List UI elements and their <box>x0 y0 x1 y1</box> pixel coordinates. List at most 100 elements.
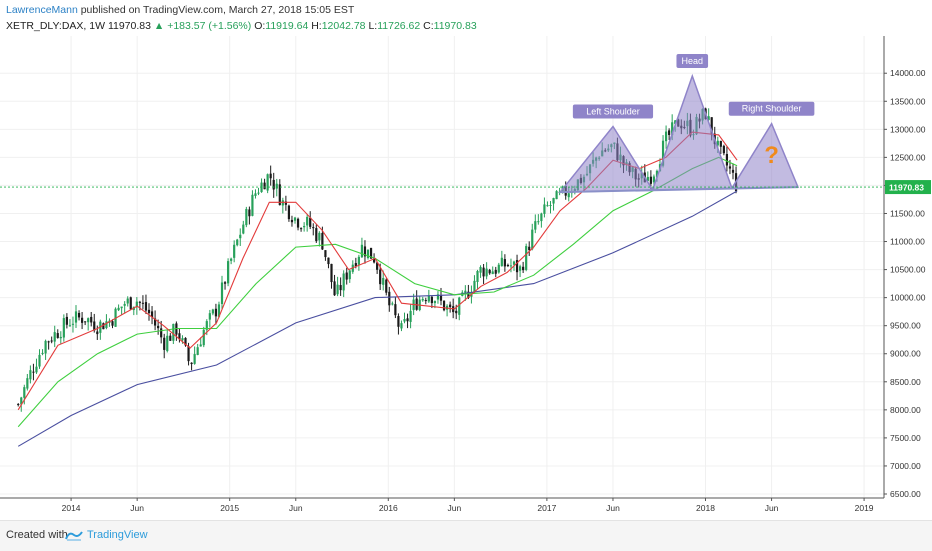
candle-body <box>220 282 224 304</box>
time-tick-label: Jun <box>289 503 303 513</box>
candle-body <box>32 371 35 373</box>
candle-body <box>74 311 78 323</box>
candle-body <box>312 227 315 229</box>
candle-body <box>181 338 184 341</box>
published-text: published on TradingView.com, March 27, … <box>80 4 355 16</box>
price-chart[interactable]: Left Shoulder Head Right Shoulder? 14000.0… <box>0 36 932 520</box>
candle-body <box>382 277 385 285</box>
candle-body <box>44 340 47 354</box>
price-axis[interactable]: 14000.0013500.0013000.0012500.0012000.00… <box>883 36 931 499</box>
high-value: 12042.78 <box>321 20 366 32</box>
candle-body <box>525 246 528 270</box>
candle-body <box>707 116 710 120</box>
candle-body <box>512 261 516 265</box>
price-tick-label: 12500.00 <box>890 152 926 162</box>
candle-body <box>293 217 297 221</box>
candle-body <box>549 204 552 206</box>
head-label: Head <box>682 56 704 66</box>
candle-body <box>272 179 275 190</box>
candle-body <box>357 256 360 265</box>
candle-body <box>372 258 376 263</box>
candle-body <box>379 269 382 285</box>
candle-body <box>120 306 123 309</box>
candle-body <box>442 300 446 311</box>
price-tick-label: 8500.00 <box>890 377 921 387</box>
candle-body <box>406 318 409 322</box>
right-shoulder-label: Right Shoulder <box>742 104 802 114</box>
candle-body <box>135 301 138 308</box>
time-axis[interactable]: 2014 Jun 2015 Jun 2016 Jun 2017 Jun 2018 Jun 2019 <box>0 497 884 513</box>
candle-body <box>339 285 342 291</box>
current-price-badge <box>885 180 931 195</box>
open-value: 11919.64 <box>265 20 309 32</box>
candle-body <box>20 397 23 405</box>
candle-body <box>506 265 510 267</box>
candle-body <box>534 221 537 230</box>
candle-body <box>388 291 391 306</box>
candle-body <box>169 335 172 341</box>
price-tick-label: 11500.00 <box>890 208 925 218</box>
candle-body <box>23 387 26 398</box>
candle-body <box>552 198 555 204</box>
candle-body <box>518 266 522 271</box>
plot-area[interactable]: Left Shoulder Head Right Shoulder? <box>0 36 884 498</box>
right-shoulder-label-box <box>728 101 815 116</box>
candle-body <box>217 304 221 317</box>
close-value: 11970.83 <box>433 20 477 32</box>
candle-body <box>62 318 65 338</box>
candle-body <box>455 310 458 314</box>
candle-body <box>458 297 461 315</box>
candle-body <box>652 176 656 183</box>
candle-body <box>178 333 181 340</box>
candle-body <box>236 239 239 246</box>
candle-body <box>327 257 330 265</box>
candle-body <box>269 173 272 179</box>
candle-body <box>354 263 357 267</box>
candle-body <box>509 265 513 267</box>
time-tick-label: Jun <box>765 503 779 513</box>
time-tick-label: 2015 <box>220 503 239 513</box>
moving-average-slow <box>17 190 738 447</box>
candle-body <box>287 205 291 220</box>
candle-body <box>245 208 248 226</box>
candle-body <box>263 182 266 190</box>
candle-body <box>400 323 403 329</box>
candle-body <box>17 404 20 406</box>
candle-body <box>47 341 50 343</box>
candle-body <box>254 193 257 196</box>
time-tick-label: Jun <box>606 503 620 513</box>
candle-body <box>348 270 351 280</box>
time-tick-label: 2019 <box>855 503 874 513</box>
candle-body <box>239 234 242 239</box>
candle-body <box>318 232 321 241</box>
candle-body <box>366 249 370 259</box>
candle-body <box>716 140 719 146</box>
candle-body <box>671 122 674 136</box>
candle-body <box>303 226 306 228</box>
candle-body <box>324 250 327 258</box>
candle-body <box>540 213 543 222</box>
candle-body <box>473 280 476 293</box>
candle-body <box>436 294 440 300</box>
candle-body <box>281 200 284 206</box>
candle-body <box>65 316 68 325</box>
time-tick-label: 2014 <box>62 503 81 513</box>
candle-body <box>111 321 114 326</box>
candle-body <box>397 316 400 327</box>
candle-body <box>321 233 324 250</box>
head-triangle <box>651 73 733 191</box>
footer: Created with TradingView <box>0 520 932 551</box>
candle-body <box>494 269 497 274</box>
price-tick-label: 9500.00 <box>890 321 921 331</box>
candle-body <box>84 321 87 323</box>
author-link[interactable]: LawrenceMann <box>6 4 78 16</box>
left-shoulder-label-box <box>572 104 654 119</box>
tradingview-brand-link[interactable]: TradingView <box>87 529 148 541</box>
time-tick-label: 2018 <box>696 503 715 513</box>
symbol-name[interactable]: XETR_DLY:DAX, 1W <box>6 20 106 32</box>
price-tick-label: 7500.00 <box>890 433 921 443</box>
candle-body <box>731 169 735 173</box>
candle-body <box>233 244 236 258</box>
candle-body <box>211 309 214 314</box>
change-arrow: ▲ <box>153 20 165 32</box>
